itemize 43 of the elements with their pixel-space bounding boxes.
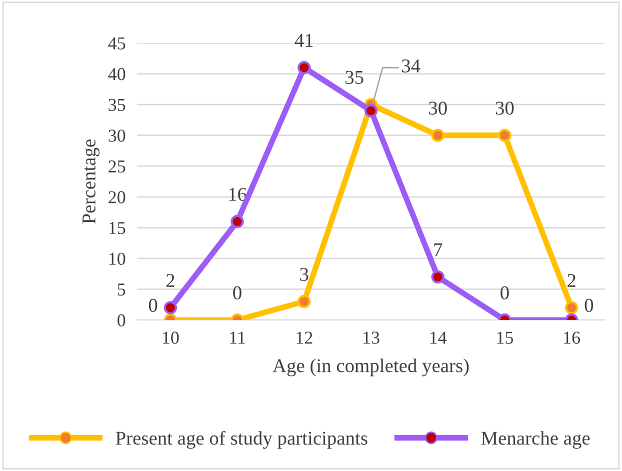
y-tick-label: 5 xyxy=(118,284,126,296)
point xyxy=(431,128,444,142)
data-label: 30 xyxy=(496,102,514,115)
x-tick-label: 14 xyxy=(430,332,447,344)
x-tick-label: 12 xyxy=(296,332,312,344)
y-tick-label: 15 xyxy=(109,222,126,234)
x-tick-label: 15 xyxy=(497,332,514,344)
point xyxy=(298,294,311,308)
y-tick-label: 40 xyxy=(108,68,126,80)
data-label: 0 xyxy=(148,298,158,312)
point xyxy=(230,214,244,228)
y-tick-label: 0 xyxy=(118,314,126,326)
data-label: 0 xyxy=(584,298,594,312)
y-tick-label: 35 xyxy=(108,98,126,111)
data-label: 3 xyxy=(300,268,308,281)
data-label: 2 xyxy=(166,274,174,287)
data-label: 41 xyxy=(294,34,313,47)
data-label: 34 xyxy=(402,59,420,72)
point xyxy=(564,301,578,314)
point xyxy=(431,270,444,284)
x-tick-label: 16 xyxy=(564,332,580,344)
data-label: 0 xyxy=(233,286,242,300)
point xyxy=(164,301,178,314)
x-tick-label: 11 xyxy=(230,332,245,344)
point xyxy=(364,104,378,118)
x-tick-label: 13 xyxy=(364,332,380,344)
data-label: 0 xyxy=(500,286,509,300)
x-axis-title: Age (in completed years) xyxy=(272,358,469,376)
data-label: 35 xyxy=(346,70,364,84)
y-tick-label: 25 xyxy=(108,160,126,173)
x-tick-label: 10 xyxy=(162,332,179,344)
y-tick-label: 45 xyxy=(108,37,126,50)
y-axis-title: Percentage xyxy=(82,140,100,224)
y-tick-label: 30 xyxy=(108,130,126,142)
data-label: 30 xyxy=(429,102,447,115)
y-tick-label: 20 xyxy=(108,191,126,204)
point xyxy=(298,61,311,74)
data-label: 2 xyxy=(568,274,576,287)
legend-label: Menarche age xyxy=(481,431,590,449)
data-label: 7 xyxy=(434,243,442,256)
y-tick-label: 10 xyxy=(109,252,126,265)
point xyxy=(498,128,512,142)
legend-label: Present age of study participants xyxy=(116,430,368,449)
